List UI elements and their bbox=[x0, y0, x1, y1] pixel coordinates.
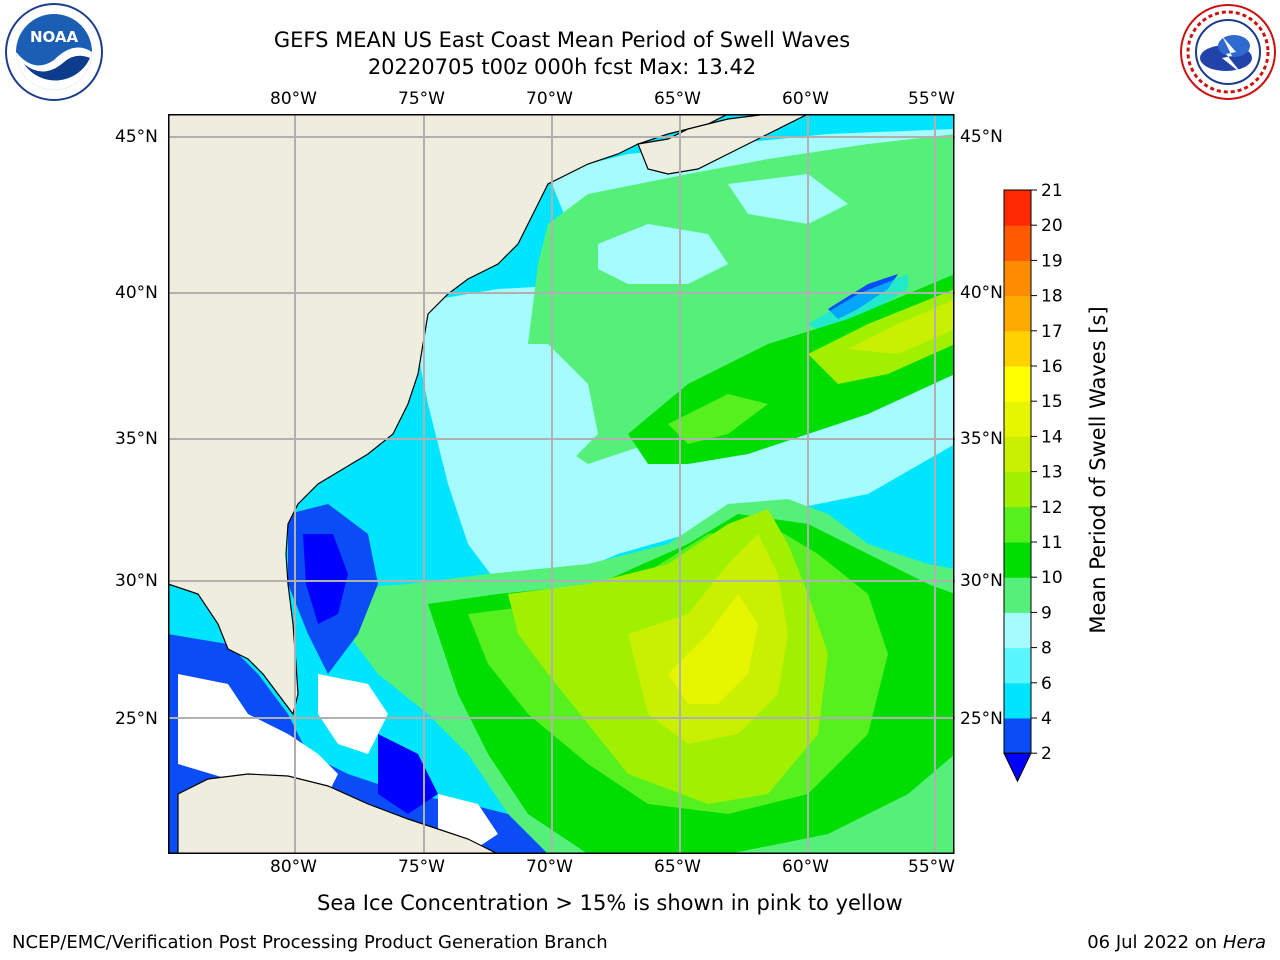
lat-label-right-0: 45°N bbox=[960, 127, 1003, 147]
colorbar-tick-label: 13 bbox=[1041, 463, 1063, 483]
colorbar-segment bbox=[1004, 401, 1031, 437]
no-data-region bbox=[178, 674, 338, 794]
lon-label-bottom-4: 60°W bbox=[782, 857, 829, 877]
period-9-10-north bbox=[528, 134, 954, 464]
noaa-logo-text: NOAA bbox=[30, 28, 79, 46]
lat-label-left-2: 35°N bbox=[115, 429, 158, 449]
colorbar-tick-label: 11 bbox=[1041, 533, 1063, 553]
colorbar-tick-label: 8 bbox=[1041, 639, 1052, 659]
colorbar-segment bbox=[1004, 542, 1031, 578]
colorbar-segment bbox=[1004, 190, 1031, 226]
lat-label-right-4: 25°N bbox=[960, 709, 1003, 729]
colorbar-tick-label: 10 bbox=[1041, 568, 1063, 588]
chart-title: GEFS MEAN US East Coast Mean Period of S… bbox=[273, 28, 851, 52]
lon-label-bottom-2: 70°W bbox=[526, 857, 573, 877]
lon-label-bottom-1: 75°W bbox=[398, 857, 445, 877]
lon-label-top-0: 80°W bbox=[270, 89, 317, 109]
colorbar-tick-label: 20 bbox=[1041, 216, 1063, 236]
sea-ice-note: Sea Ice Concentration > 15% is shown in … bbox=[317, 891, 903, 915]
map bbox=[168, 114, 955, 854]
cuba-landmass bbox=[177, 773, 499, 854]
chart-subtitle: 20220705 t00z 000h fcst Max: 13.42 bbox=[367, 55, 757, 79]
colorbar-tick-label: 14 bbox=[1041, 427, 1063, 447]
colorbar-segment bbox=[1004, 330, 1031, 367]
colorbar-tick-label: 18 bbox=[1041, 287, 1063, 307]
colorbar-segment bbox=[1004, 366, 1031, 402]
lon-label-top-5: 55°W bbox=[908, 89, 955, 109]
colorbar-segment bbox=[1004, 682, 1031, 719]
lon-label-top-1: 75°W bbox=[398, 89, 445, 109]
colorbar-segment bbox=[1004, 647, 1031, 684]
lon-label-top-3: 65°W bbox=[654, 89, 701, 109]
colorbar-tick-label: 17 bbox=[1041, 322, 1063, 342]
colorbar-tick-label: 21 bbox=[1041, 181, 1063, 201]
colorbar-segment bbox=[1004, 295, 1031, 332]
colorbar-under-arrow bbox=[1003, 752, 1032, 783]
footer-date-text: 06 Jul 2022 on bbox=[1087, 932, 1223, 953]
footer-date: 06 Jul 2022 on Hera bbox=[1087, 932, 1266, 953]
nws-logo bbox=[1180, 4, 1276, 100]
lon-label-bottom-3: 65°W bbox=[654, 857, 701, 877]
lon-label-top-2: 70°W bbox=[526, 89, 573, 109]
lat-label-left-0: 45°N bbox=[115, 127, 158, 147]
colorbar-segment bbox=[1004, 506, 1031, 543]
colorbar-tick-label: 4 bbox=[1041, 709, 1052, 729]
lon-label-bottom-0: 80°W bbox=[270, 857, 317, 877]
colorbar-segment bbox=[1004, 612, 1031, 649]
footer-credit: NCEP/EMC/Verification Post Processing Pr… bbox=[12, 932, 608, 953]
noaa-logo: NOAA bbox=[5, 3, 103, 101]
colorbar-segment bbox=[1004, 260, 1031, 297]
colorbar-label: Mean Period of Swell Waves [s] bbox=[1086, 306, 1110, 634]
lat-label-left-3: 30°N bbox=[115, 571, 158, 591]
colorbar: 2 4 6 8 9 10 11 12 13 14 15 16 17 18 19 20 21 bbox=[1003, 181, 1063, 783]
footer-machine: Hera bbox=[1222, 932, 1266, 953]
colorbar-segment bbox=[1004, 225, 1031, 261]
colorbar-segment bbox=[1004, 718, 1031, 754]
colorbar-tick-label: 19 bbox=[1041, 251, 1063, 271]
colorbar-tick-label: 12 bbox=[1041, 498, 1063, 518]
colorbar-tick-label: 16 bbox=[1041, 357, 1063, 377]
lat-label-right-2: 35°N bbox=[960, 429, 1003, 449]
lat-label-left-4: 25°N bbox=[115, 709, 158, 729]
land-mass bbox=[168, 114, 729, 716]
colorbar-segment bbox=[1004, 577, 1031, 613]
colorbar-segment bbox=[1004, 471, 1031, 508]
lat-label-right-1: 40°N bbox=[960, 283, 1003, 303]
colorbar-tick-label: 6 bbox=[1041, 674, 1052, 694]
graticule bbox=[168, 114, 955, 854]
lat-label-right-3: 30°N bbox=[960, 571, 1003, 591]
colorbar-segment bbox=[1004, 436, 1031, 473]
colorbar-tick-label: 2 bbox=[1041, 744, 1052, 764]
lat-label-left-1: 40°N bbox=[115, 283, 158, 303]
colorbar-tick-label: 9 bbox=[1041, 603, 1052, 623]
lon-label-top-4: 60°W bbox=[782, 89, 829, 109]
lon-label-bottom-5: 55°W bbox=[908, 857, 955, 877]
colorbar-tick-label: 15 bbox=[1041, 392, 1063, 412]
